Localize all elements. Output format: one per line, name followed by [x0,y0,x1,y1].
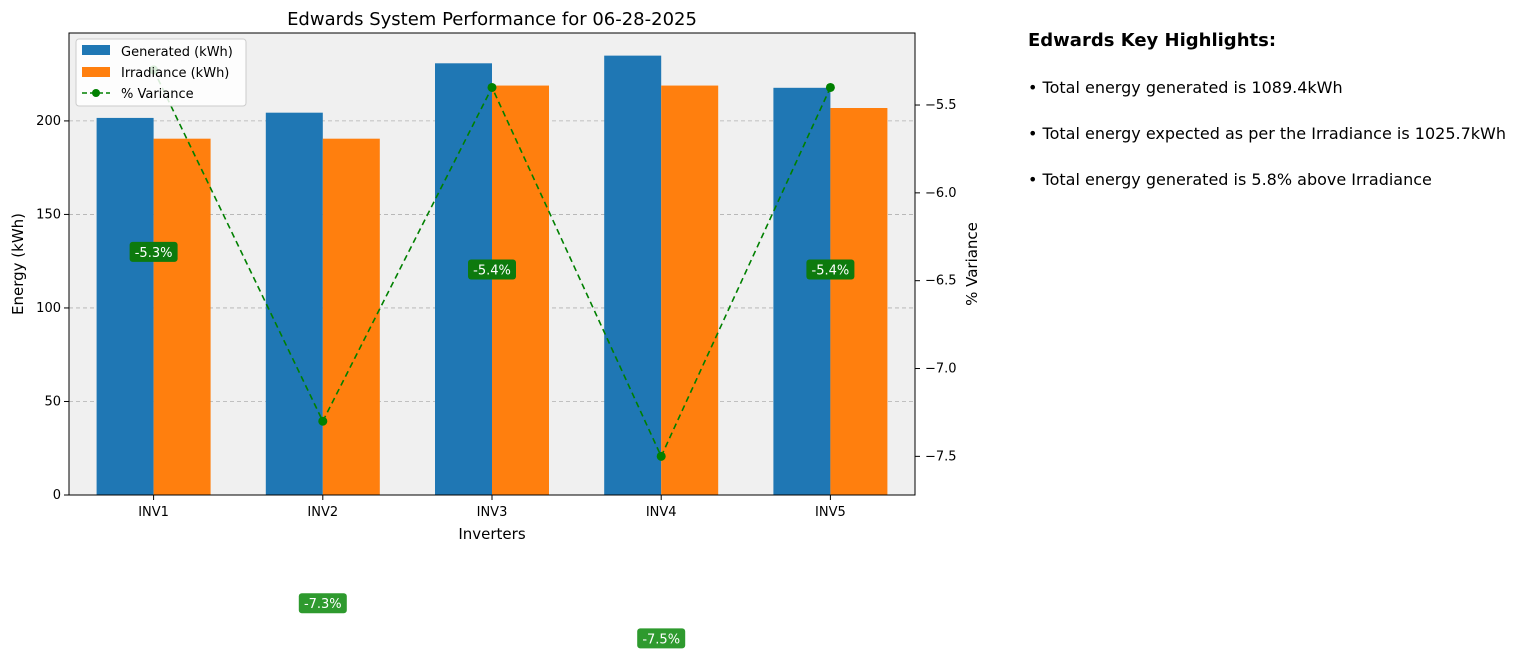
bar-generated-inv5 [773,87,831,495]
y2-tick-label: −6.5 [925,274,957,289]
variance-label-text: -7.3% [304,597,342,612]
x-tick-label: INV4 [646,505,677,520]
bars [96,55,888,496]
y-tick-label: 150 [36,207,61,222]
variance-point [487,82,497,92]
legend-marker-variance [92,89,100,97]
y-axis-label: Energy (kWh) [9,213,27,315]
bar-generated-inv4 [604,55,662,496]
y-tick-label: 50 [44,394,61,409]
variance-label: -7.3% [298,593,347,614]
legend-label-irradiance: Irradiance (kWh) [121,66,229,81]
variance-label: -7.5% [637,628,686,649]
y2-tick-label: −5.5 [925,98,957,113]
highlight-total-expected: • Total energy expected as per the Irrad… [1028,124,1506,143]
variance-label-box [298,593,347,614]
highlights-title: Edwards Key Highlights: [1028,30,1277,51]
highlight-total-generated: • Total energy generated is 1089.4kWh [1028,78,1343,97]
x-tick-label: INV5 [815,505,846,520]
axes: 0 50 100 150 200 −5.5 −6.0 −6.5 −7.0 −7.5 INV1 INV2… [36,98,956,520]
x-tick-label: INV2 [307,505,338,520]
y2-tick-label: −7.0 [925,362,957,377]
variance-label-text: -5.3% [135,246,173,261]
variance-label: -5.4% [806,259,855,280]
y-tick-label: 100 [36,301,61,316]
legend-swatch-generated [82,45,110,55]
variance-label-box [637,628,686,649]
bar-irradiance-inv3 [492,85,549,496]
y2-tick-label: −6.0 [925,186,957,201]
variance-labels: -5.3% -7.3% -5.4% -7.5% -5.4% [129,241,855,649]
x-axis-label: Inverters [458,525,525,543]
x-tick-label: INV3 [477,505,508,520]
y2-axis-label: % Variance [963,222,981,306]
variance-label-text: -7.5% [642,632,680,647]
performance-chart: -5.3% -7.3% -5.4% -7.5% -5.4% 0 50 100 150 200 −5… [9,9,981,649]
highlight-variance-summary: • Total energy generated is 5.8% above I… [1028,170,1432,189]
bar-irradiance-inv5 [830,108,888,496]
bar-generated-inv2 [265,112,323,495]
bar-irradiance-inv2 [322,138,380,495]
legend-swatch-irradiance [82,67,110,77]
variance-point [825,82,835,92]
variance-label-text: -5.4% [812,263,850,278]
y-tick-label: 200 [36,114,61,129]
variance-label: -5.3% [129,241,178,262]
variance-label: -5.4% [468,259,516,280]
y2-tick-label: −7.5 [925,449,957,464]
legend-label-variance: % Variance [121,87,194,102]
y-tick-label: 0 [53,488,61,503]
legend-box [75,38,247,107]
legend: Generated (kWh) Irradiance (kWh) % Varia… [75,38,247,107]
variance-label-box [468,259,516,280]
variance-point [656,451,666,461]
variance-point [318,416,328,426]
chart-title: Edwards System Performance for 06-28-202… [287,9,697,30]
legend-label-generated: Generated (kWh) [121,45,233,60]
bar-irradiance-inv4 [661,85,719,496]
variance-label-box [129,241,178,262]
bar-generated-inv1 [96,117,154,496]
variance-label-box [806,259,855,280]
x-tick-label: INV1 [138,505,169,520]
variance-label-text: -5.4% [473,263,511,278]
bar-irradiance-inv1 [153,138,211,495]
